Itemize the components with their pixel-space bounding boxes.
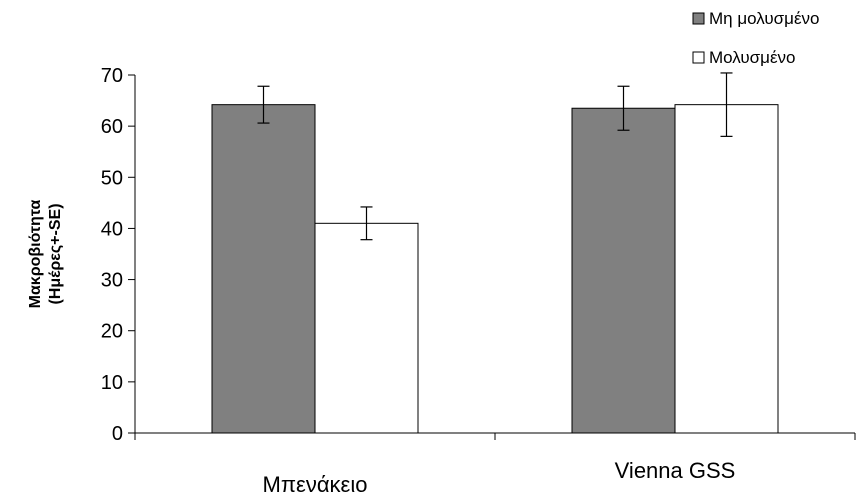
y-tick-label: 70 (101, 65, 123, 87)
x-category-label: Vienna GSS (615, 458, 736, 483)
legend-swatch-uninfected (692, 12, 705, 25)
y-tick-label: 0 (112, 423, 123, 445)
y-tick-label: 60 (101, 116, 123, 138)
y-tick-label: 40 (101, 218, 123, 240)
y-tick-label: 30 (101, 270, 123, 292)
y-tick-label: 50 (101, 167, 123, 189)
bar (571, 107, 676, 434)
y-tick-label: 20 (101, 321, 123, 343)
bar (314, 222, 419, 434)
y-tick-label: 10 (101, 372, 123, 394)
bar (211, 104, 316, 434)
legend-label-infected: Μολυσμένο (709, 48, 796, 67)
plot-area: 0 10 20 30 40 50 60 70 Μπενάκειο Vienna GSS (101, 65, 856, 497)
x-category-label: Μπενάκειο (263, 472, 368, 497)
legend: Μη μολυσμένο Μολυσμένο (692, 9, 819, 67)
legend-swatch-infected (692, 51, 705, 64)
bar (674, 104, 779, 434)
y-axis-title: Μακροβιότητα (Ημέρες+-SE) (27, 199, 64, 308)
legend-label-uninfected: Μη μολυσμένο (709, 9, 819, 28)
y-axis-title-line-1: Μακροβιότητα (27, 199, 44, 308)
y-axis-title-line-2: (Ημέρες+-SE) (47, 203, 64, 304)
